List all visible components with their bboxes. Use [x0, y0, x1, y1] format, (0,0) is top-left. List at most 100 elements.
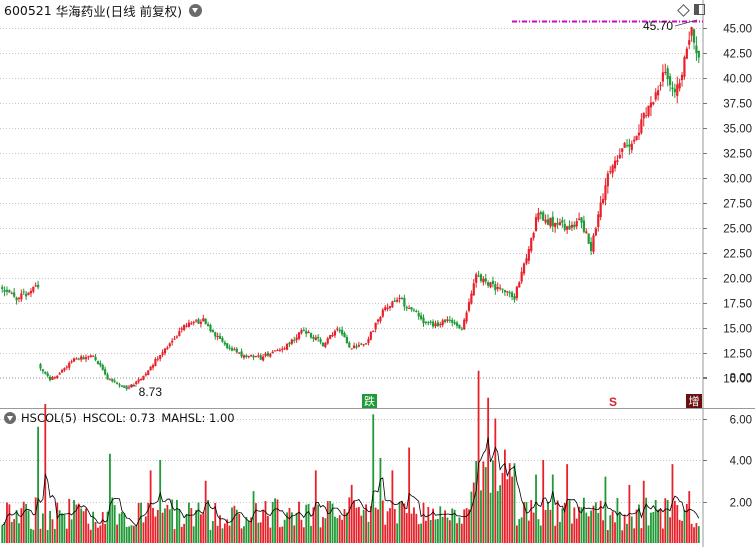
candle-body — [680, 74, 684, 81]
candle-body — [671, 87, 674, 90]
chevron-down-icon[interactable] — [4, 412, 16, 424]
volume-bar — [642, 480, 645, 543]
volume-bar — [460, 523, 463, 543]
candle-body — [554, 223, 557, 228]
volume-bar — [262, 510, 265, 543]
tag-die-label: 跌 — [364, 394, 375, 408]
candle-body — [92, 355, 95, 357]
candle-body — [127, 387, 131, 389]
candle-body — [475, 274, 478, 283]
volume-bar — [58, 510, 61, 543]
price-tick-label: 45.00 — [723, 24, 752, 36]
volume-bar — [446, 517, 449, 543]
volume-bar — [501, 472, 504, 543]
candle-body — [350, 348, 353, 350]
volume-bar — [571, 523, 573, 543]
candle-body — [333, 330, 337, 336]
candle-body — [271, 351, 274, 354]
candle-body — [379, 316, 382, 322]
volume-bar — [551, 474, 554, 543]
candle-body — [336, 328, 339, 330]
volume-bar — [137, 503, 140, 543]
chart-corner-tools — [677, 3, 705, 17]
candle-body — [154, 359, 157, 366]
candle-body — [685, 48, 688, 59]
candle-body — [357, 344, 360, 347]
volume-bar — [8, 504, 11, 543]
price-tick-label: 37.50 — [723, 99, 752, 111]
candle-body — [482, 278, 485, 283]
volume-bar — [204, 480, 207, 543]
candle-body — [362, 344, 365, 346]
price-tick-label: 30.00 — [723, 174, 752, 186]
volume-bar — [219, 515, 221, 543]
volume-bar — [238, 513, 241, 543]
candle-body — [223, 342, 226, 345]
candle-body — [312, 336, 315, 339]
candle-body — [695, 45, 698, 54]
volume-bar — [386, 511, 389, 543]
volume-bar — [34, 497, 37, 543]
volume-bar — [432, 508, 434, 543]
stock-name: 华海药业 — [55, 3, 106, 19]
candle-body — [218, 335, 222, 339]
volume-bar — [511, 476, 513, 543]
candle-body — [609, 171, 612, 173]
candle-body — [410, 307, 413, 310]
candle-body — [22, 291, 25, 293]
diamond-icon[interactable] — [677, 3, 690, 17]
volume-bar — [22, 501, 25, 543]
candle-body — [530, 237, 533, 252]
candle-body — [180, 328, 183, 330]
volume-bar — [173, 529, 176, 543]
volume-bar — [202, 512, 205, 543]
candle-body — [415, 310, 418, 313]
volume-bar — [520, 517, 523, 543]
candle-body — [192, 321, 195, 324]
volume-bar — [214, 502, 217, 543]
price-tick-label: 27.50 — [723, 199, 752, 211]
volume-bar — [661, 528, 664, 543]
low-price-label: 8.73 — [139, 385, 163, 399]
tag-zeng-label: 增 — [689, 394, 700, 408]
candle-body — [65, 366, 68, 368]
volume-bar — [350, 484, 353, 543]
volume-bar — [695, 523, 698, 543]
volume-bar — [283, 519, 286, 543]
candle-body — [439, 323, 442, 326]
volume-bar — [448, 520, 451, 543]
candle-body — [17, 297, 21, 299]
candle-body — [386, 307, 389, 309]
candle-body — [290, 339, 293, 344]
panel-toggle-icon[interactable] — [694, 4, 705, 15]
volume-bar — [245, 517, 248, 543]
candle-body — [341, 329, 344, 335]
chevron-down-icon[interactable] — [188, 3, 202, 17]
candle-body — [510, 292, 514, 298]
volume-bar — [276, 499, 279, 543]
price-tick-label: 15.00 — [723, 324, 752, 336]
volume-bar — [664, 498, 667, 543]
volume-bar — [106, 511, 109, 543]
volume-bar — [441, 516, 444, 543]
candle-body — [300, 330, 303, 334]
volume-bar — [161, 512, 164, 543]
volume-bar — [417, 524, 420, 543]
volume-bar — [278, 527, 281, 543]
candle-body — [477, 275, 480, 277]
candle-body — [601, 199, 605, 204]
volume-bar — [377, 509, 379, 543]
candle-body — [599, 202, 602, 218]
volume-bar — [46, 529, 49, 543]
volume-bar — [61, 513, 63, 543]
candle-body — [214, 332, 217, 337]
volume-bar — [164, 508, 166, 543]
candle-body — [697, 50, 700, 58]
volume-bar — [616, 497, 619, 543]
candle-body — [381, 309, 384, 317]
candle-body — [10, 293, 13, 295]
candle-body — [604, 185, 607, 200]
candle-body — [661, 72, 664, 82]
